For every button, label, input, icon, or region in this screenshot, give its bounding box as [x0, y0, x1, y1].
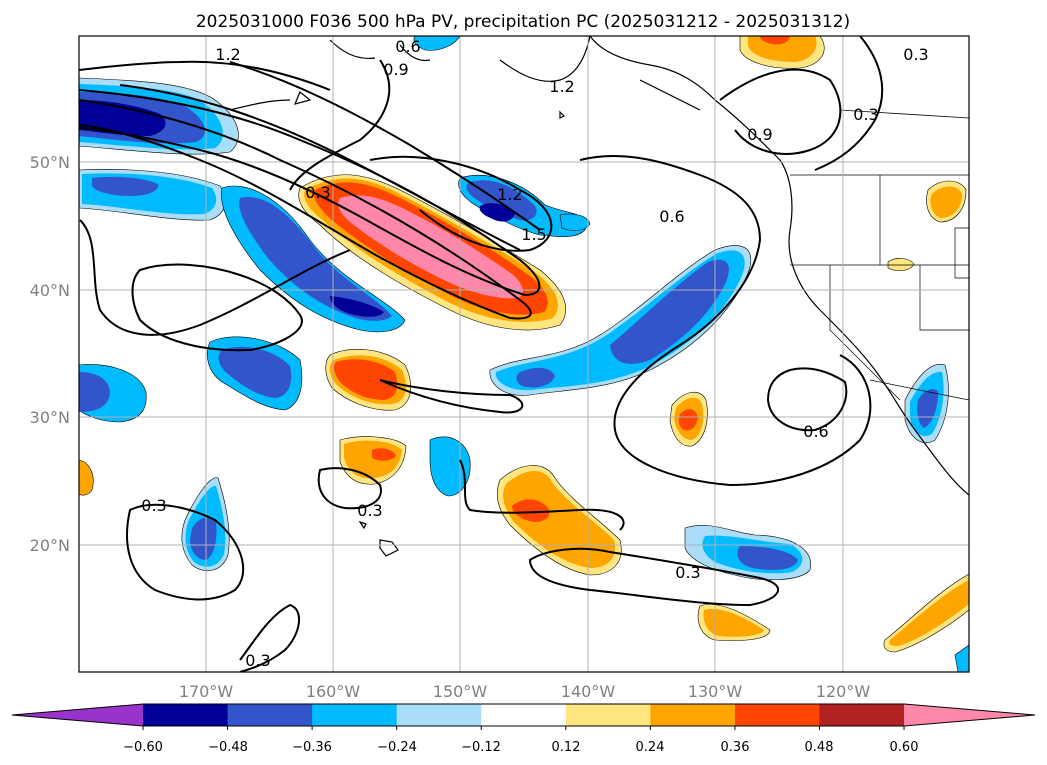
colorbar-tick-label: 0.60 [890, 740, 919, 755]
colorbar-tick-labels: −0.60 −0.48 −0.36 −0.24 −0.12 0.12 0.24 … [123, 740, 918, 755]
colorbar-tick-label: −0.12 [461, 740, 501, 755]
coastlines [229, 36, 969, 557]
lat-tick-label: 30°N [30, 408, 70, 427]
pv-contour-17 [379, 379, 524, 414]
pv-contour-4 [289, 59, 391, 191]
contour-label: 0.3 [675, 563, 700, 582]
contour-label: 0.3 [141, 496, 166, 515]
state-borders [790, 174, 969, 401]
colorbar-tick-label: −0.60 [123, 740, 163, 755]
lon-tick-labels: 170°W 160°W 150°W 140°W 130°W 120°W [179, 682, 871, 701]
colorbar-tick-label: 0.36 [721, 740, 750, 755]
contour-label: 0.6 [659, 207, 684, 226]
pv-contour-18 [79, 60, 331, 91]
pv-contour-7 [131, 263, 303, 352]
contour-label: 0.6 [803, 422, 828, 441]
map-panel: 1.2 0.6 0.9 1.2 0.3 0.3 0.9 0.3 1.2 1.5 … [79, 36, 969, 672]
contour-labels: 1.2 0.6 0.9 1.2 0.3 0.3 0.9 0.3 1.2 1.5 … [141, 37, 928, 670]
lon-tick-label: 160°W [306, 682, 361, 701]
lon-tick-label: 140°W [561, 682, 616, 701]
colorbar-extend-right [904, 704, 1035, 726]
colorbar [11, 703, 1036, 730]
map-frame [78, 35, 970, 673]
gridlines [79, 36, 969, 672]
pv-contour-15 [459, 459, 625, 531]
lon-tick-label: 150°W [433, 682, 488, 701]
contour-label: 0.3 [245, 651, 270, 670]
pv-contour-2 [79, 89, 541, 297]
pv-contour-6 [79, 219, 351, 336]
pv-contour-1 [79, 99, 532, 320]
colorbar-swatch [227, 704, 313, 726]
pv-contour-16 [528, 547, 780, 607]
contour-label: 0.6 [395, 37, 420, 56]
contour-label: 0.9 [383, 60, 408, 79]
colorbar-extend-left [12, 704, 143, 726]
colorbar-tick-label: −0.36 [292, 740, 332, 755]
colorbar-swatch [650, 704, 736, 726]
neg-region-ne [413, 36, 461, 51]
colorbar-tick-label: 0.48 [805, 740, 834, 755]
colorbar-swatch [143, 704, 229, 726]
pv-contour-3 [119, 61, 541, 251]
contour-label: 1.2 [549, 77, 574, 96]
contour-label: 0.9 [747, 125, 772, 144]
colorbar-swatch [734, 704, 820, 726]
pv-contour-9 [719, 68, 842, 155]
contour-label: 0.3 [903, 45, 928, 64]
lon-tick-label: 130°W [688, 682, 743, 701]
colorbar-swatch [396, 704, 482, 726]
contour-label: 0.3 [853, 105, 878, 124]
lon-tick-label: 170°W [179, 682, 234, 701]
contour-label: 1.2 [497, 185, 522, 204]
colorbar-swatch [481, 704, 567, 726]
colorbar-tick-label: −0.24 [377, 740, 417, 755]
lat-tick-label: 20°N [30, 536, 70, 555]
contour-label: 1.5 [521, 225, 546, 244]
contour-label: 0.3 [305, 183, 330, 202]
pv-contour-5 [369, 155, 553, 252]
lat-tick-label: 50°N [30, 153, 70, 172]
colorbar-swatch [819, 704, 905, 726]
pv-contour-13 [239, 603, 300, 672]
pv-contour-14 [317, 467, 382, 510]
map-title: 2025031000 F036 500 hPa PV, precipitatio… [196, 12, 850, 32]
colorbar-tick-label: 0.12 [552, 740, 581, 755]
colorbar-swatch [565, 704, 651, 726]
colorbar-tick-label: −0.48 [208, 740, 248, 755]
lon-tick-label: 120°W [816, 682, 871, 701]
contour-label: 1.2 [215, 45, 240, 64]
colorbar-tick-label: 0.24 [636, 740, 665, 755]
lat-tick-labels: 50°N 40°N 30°N 20°N [30, 153, 70, 555]
pv-contour-8 [579, 155, 872, 487]
colorbar-swatch [312, 704, 398, 726]
pv-contour-11 [766, 367, 848, 432]
pv-contour-12 [126, 503, 245, 601]
contour-label: 0.3 [357, 501, 382, 520]
lat-tick-label: 40°N [30, 281, 70, 300]
pv-contours [79, 36, 884, 672]
pv-contour-10 [814, 36, 884, 171]
